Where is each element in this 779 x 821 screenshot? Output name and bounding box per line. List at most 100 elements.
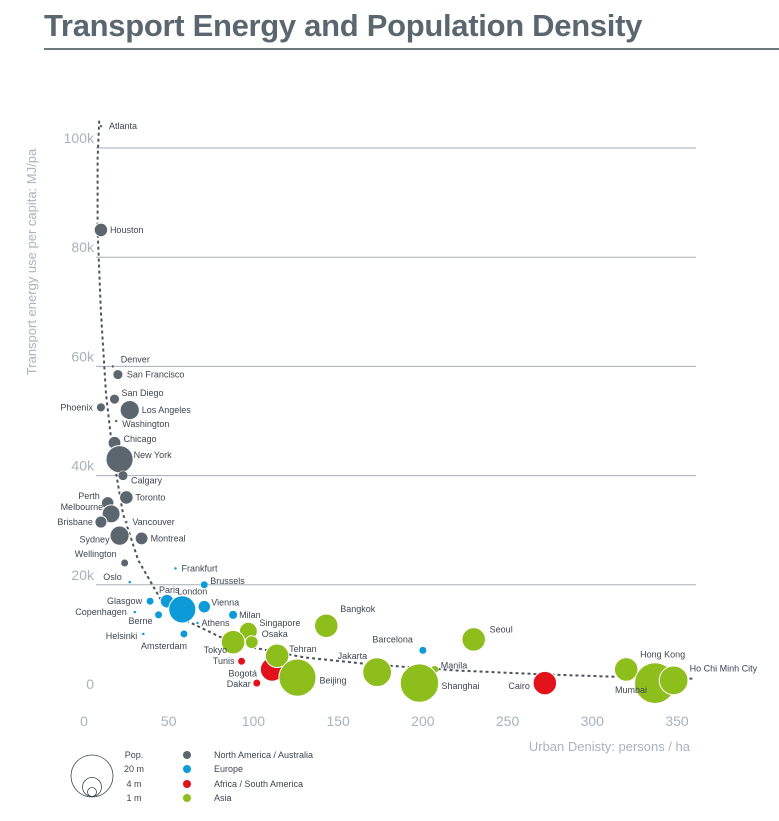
label-copenhagen: Copenhagen — [75, 607, 127, 617]
label-oslo: Oslo — [103, 572, 122, 582]
legend-label-europe: Europe — [214, 764, 243, 774]
legend-label-north-america: North America / Australia — [214, 750, 313, 760]
point-cairo — [532, 670, 558, 696]
point-wellington — [120, 558, 129, 567]
label-barcelona: Barcelona — [372, 634, 413, 644]
point-toronto — [119, 490, 134, 505]
label-cairo: Cairo — [508, 681, 530, 691]
point-oslo — [127, 580, 132, 584]
label-tehran: Tehran — [289, 644, 317, 654]
label-new-york: New York — [134, 450, 173, 460]
label-houston: Houston — [110, 225, 144, 235]
x-tick-label: 0 — [80, 713, 88, 729]
label-manila: Manila — [441, 660, 468, 670]
y-tick-label: 80k — [71, 239, 95, 255]
label-perth: Perth — [78, 491, 100, 501]
point-washington — [114, 419, 118, 423]
label-berne: Berne — [129, 616, 153, 626]
legend-swatch-europe — [183, 765, 191, 773]
label-tokyo: Tokyo — [204, 645, 228, 655]
label-chicago: Chicago — [123, 434, 156, 444]
title-rule — [44, 48, 779, 50]
legend-swatch-africa-south-america — [183, 780, 191, 788]
point-bangkok — [314, 613, 339, 639]
point-los-angeles — [119, 399, 140, 421]
label-washington: Washington — [122, 419, 169, 429]
legend-swatch-north-america — [183, 751, 191, 759]
label-milan: Milan — [239, 610, 261, 620]
legend-size-1m: 1 m — [126, 793, 141, 803]
point-new-york — [105, 445, 134, 474]
point-melbourne — [101, 504, 121, 524]
point-tunis — [237, 657, 246, 666]
label-athens: Athens — [202, 618, 231, 628]
point-berne — [154, 610, 163, 619]
legend-label-africa-south-america: Africa / South America — [214, 779, 303, 789]
label-los-angeles: Los Angeles — [142, 405, 192, 415]
point-dakar — [252, 679, 261, 688]
label-london: London — [177, 586, 207, 596]
label-osaka: Osaka — [262, 629, 288, 639]
point-osaka — [244, 635, 259, 650]
point-brisbane — [94, 515, 108, 529]
x-axis-title: Urban Denisty: persons / ha — [529, 739, 691, 754]
chart-title: Transport Energy and Population Density — [44, 8, 643, 43]
legend-size-20m: 20 m — [124, 764, 144, 774]
label-sydney: Sydney — [80, 535, 111, 545]
point-jakarta — [362, 657, 393, 688]
label-paris: Paris — [159, 585, 180, 595]
point-copenhagen — [133, 610, 137, 614]
label-calgary: Calgary — [131, 476, 163, 486]
data-points — [93, 124, 689, 704]
point-glasgow — [146, 597, 155, 606]
y-axis-title: Transport energy use per capita: MJ/pa — [24, 148, 39, 375]
point-sydney — [109, 525, 130, 546]
point-labels: Atlanta Houston Denver San Francisco San Die… — [57, 121, 757, 695]
point-brussels — [200, 580, 209, 589]
point-barcelona — [418, 646, 427, 655]
point-hong-kong — [613, 657, 639, 682]
point-milan — [228, 610, 238, 620]
legend-swatch-asia — [183, 794, 191, 802]
point-frankfurt — [173, 566, 178, 571]
y-tick-label: 60k — [71, 348, 95, 364]
point-seoul — [461, 627, 486, 652]
x-tick-label: 50 — [161, 713, 177, 729]
label-brisbane: Brisbane — [57, 517, 93, 527]
point-calgary — [117, 470, 129, 481]
y-tick-label: 40k — [71, 458, 95, 474]
y-tick-label: 20k — [71, 567, 95, 583]
point-athens — [195, 621, 200, 625]
label-vancouver: Vancouver — [132, 517, 174, 527]
label-phoenix: Phoenix — [60, 402, 93, 412]
point-tehran — [264, 643, 290, 669]
point-amsterdam — [179, 629, 188, 638]
point-tokyo — [220, 629, 246, 655]
grid-lines — [96, 147, 696, 586]
label-toronto: Toronto — [135, 492, 165, 502]
label-wellington: Wellington — [75, 549, 117, 559]
label-glasgow: Glasgow — [107, 596, 143, 606]
point-helsinki — [141, 632, 146, 636]
x-tick-label: 150 — [326, 713, 350, 729]
label-hong-kong: Hong Kong — [640, 649, 685, 659]
point-vienna — [197, 599, 212, 614]
label-atlanta: Atlanta — [109, 121, 137, 131]
label-bogot-: Bogotá — [229, 668, 258, 678]
label-san-francisco: San Francisco — [127, 370, 185, 380]
point-houston — [93, 222, 109, 238]
legend: Pop. 20 m 4 m 1 m North America / Austra… — [70, 750, 313, 803]
label-frankfurt: Frankfurt — [181, 563, 218, 573]
label-amsterdam: Amsterdam — [141, 641, 187, 651]
point-atlanta — [99, 124, 103, 128]
point-beijing — [278, 658, 317, 697]
label-helsinki: Helsinki — [106, 631, 138, 641]
x-tick-label: 100 — [242, 713, 266, 729]
label-vienna: Vienna — [211, 598, 239, 608]
legend-size-circle-1m — [87, 787, 97, 797]
y-axis-ticks: 0 20k 40k 60k 80k 100k — [64, 130, 95, 692]
label-jakarta: Jakarta — [338, 651, 368, 661]
x-tick-label: 250 — [496, 713, 520, 729]
legend-size-4m: 4 m — [126, 779, 141, 789]
